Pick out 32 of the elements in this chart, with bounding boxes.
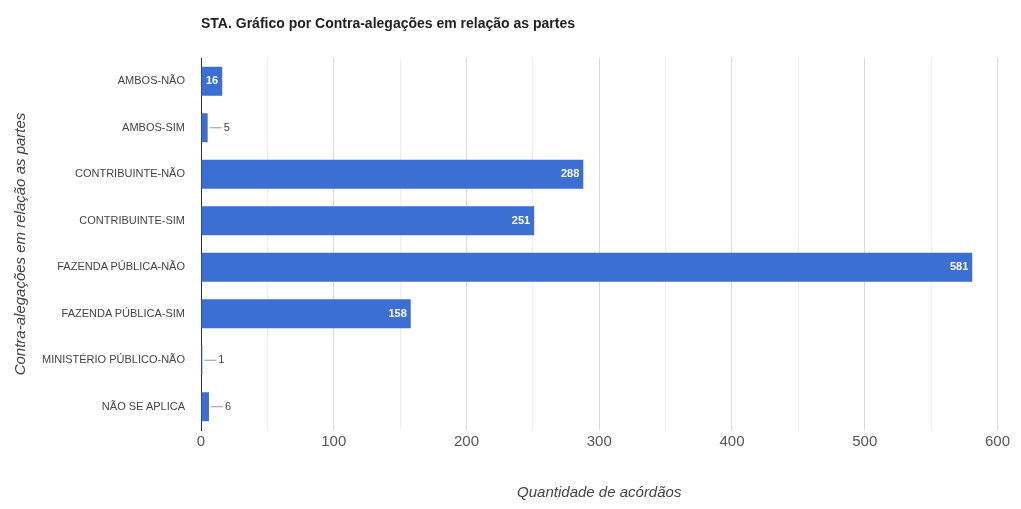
bar xyxy=(201,206,535,236)
y-tick-label: AMBOS-NÃO xyxy=(117,74,186,87)
y-tick-label: AMBOS-SIM xyxy=(122,120,186,133)
y-tick-label: FAZENDA PÚBLICA-SIM xyxy=(61,306,186,319)
data-label: 288 xyxy=(560,167,580,180)
chart-title: STA. Gráfico por Contra-alegações em relação as partes xyxy=(201,14,576,31)
data-label: 16 xyxy=(206,74,219,87)
data-label: 158 xyxy=(388,306,407,319)
x-tick-label: 600 xyxy=(984,432,1010,450)
data-label: 581 xyxy=(949,260,969,273)
x-axis-title: Quantidade de acórdãos xyxy=(517,483,682,501)
bar xyxy=(201,299,411,329)
bar xyxy=(201,159,584,189)
y-tick-label: CONTRIBUINTE-NÃO xyxy=(75,167,186,180)
y-tick-label: MINISTÉRIO PÚBLICO-NÃO xyxy=(41,353,186,366)
x-tick-label: 100 xyxy=(321,432,347,450)
bar xyxy=(201,392,209,422)
x-tick-label: 500 xyxy=(852,432,878,450)
bar xyxy=(201,252,973,282)
x-tick-label: 0 xyxy=(196,432,206,450)
data-label: 1 xyxy=(218,353,225,366)
bar xyxy=(201,113,208,143)
x-tick-label: 200 xyxy=(453,432,480,450)
data-label: 251 xyxy=(511,213,531,226)
x-tick-label: 300 xyxy=(586,432,612,450)
y-tick-label: NÃO SE APLICA xyxy=(101,399,186,412)
data-label: 5 xyxy=(223,120,230,133)
y-axis-title: Contra-alegações em relação as partes xyxy=(11,112,29,376)
data-label: 6 xyxy=(224,399,232,412)
y-tick-label: CONTRIBUINTE-SIM xyxy=(79,213,186,226)
x-tick-label: 400 xyxy=(719,432,745,450)
y-tick-label: FAZENDA PÚBLICA-NÃO xyxy=(57,260,186,273)
